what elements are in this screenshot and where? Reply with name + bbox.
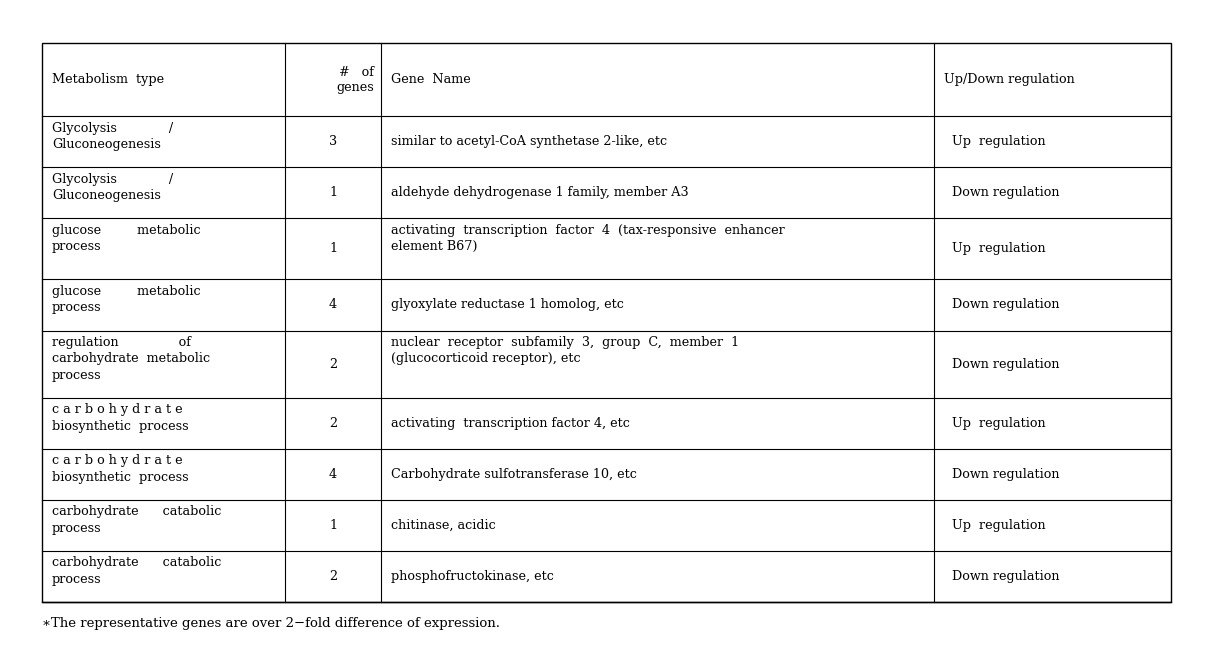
Text: carbohydrate      catabolic
process: carbohydrate catabolic process xyxy=(52,556,221,586)
Text: 4: 4 xyxy=(329,299,338,311)
Text: c a r b o h y d r a t e
biosynthetic  process: c a r b o h y d r a t e biosynthetic pro… xyxy=(52,454,189,484)
Text: #   of
genes: # of genes xyxy=(336,66,374,93)
Text: Up  regulation: Up regulation xyxy=(952,136,1045,148)
Text: glyoxylate reductase 1 homolog, etc: glyoxylate reductase 1 homolog, etc xyxy=(391,299,623,311)
Text: activating  transcription factor 4, etc: activating transcription factor 4, etc xyxy=(391,417,629,430)
Text: phosphofructokinase, etc: phosphofructokinase, etc xyxy=(391,570,554,583)
Bar xyxy=(42,43,1171,602)
Text: Down regulation: Down regulation xyxy=(952,299,1060,311)
Text: 3: 3 xyxy=(329,136,338,148)
Text: Glycolysis             /
Gluconeogenesis: Glycolysis / Gluconeogenesis xyxy=(52,172,173,202)
Text: chitinase, acidic: chitinase, acidic xyxy=(391,519,495,532)
Text: 1: 1 xyxy=(329,519,338,532)
Text: activating  transcription  factor  4  (tax-responsive  enhancer
element B67): activating transcription factor 4 (tax-r… xyxy=(391,224,784,253)
Text: nuclear  receptor  subfamily  3,  group  C,  member  1
(glucocorticoid receptor): nuclear receptor subfamily 3, group C, m… xyxy=(391,336,739,365)
Text: Up  regulation: Up regulation xyxy=(952,519,1045,532)
Text: Down regulation: Down regulation xyxy=(952,186,1060,199)
Text: regulation               of
carbohydrate  metabolic
process: regulation of carbohydrate metabolic pro… xyxy=(52,336,211,382)
Text: 1: 1 xyxy=(329,242,338,255)
Text: carbohydrate      catabolic
process: carbohydrate catabolic process xyxy=(52,505,221,535)
Text: Glycolysis             /
Gluconeogenesis: Glycolysis / Gluconeogenesis xyxy=(52,122,173,151)
Text: Gene  Name: Gene Name xyxy=(391,73,471,86)
Text: Down regulation: Down regulation xyxy=(952,570,1060,583)
Text: Down regulation: Down regulation xyxy=(952,358,1060,370)
Text: Up  regulation: Up regulation xyxy=(952,417,1045,430)
Text: aldehyde dehydrogenase 1 family, member A3: aldehyde dehydrogenase 1 family, member … xyxy=(391,186,688,199)
Text: ∗The representative genes are over 2−fold difference of expression.: ∗The representative genes are over 2−fol… xyxy=(42,617,501,630)
Text: glucose         metabolic
process: glucose metabolic process xyxy=(52,224,201,253)
Text: Up/Down regulation: Up/Down regulation xyxy=(944,73,1074,86)
Text: Up  regulation: Up regulation xyxy=(952,242,1045,255)
Text: 2: 2 xyxy=(329,358,338,370)
Text: 1: 1 xyxy=(329,186,338,199)
Text: 4: 4 xyxy=(329,468,338,481)
Text: Metabolism  type: Metabolism type xyxy=(52,73,165,86)
Text: similar to acetyl-CoA synthetase 2-like, etc: similar to acetyl-CoA synthetase 2-like,… xyxy=(391,136,667,148)
Text: 2: 2 xyxy=(329,417,338,430)
Text: Carbohydrate sulfotransferase 10, etc: Carbohydrate sulfotransferase 10, etc xyxy=(391,468,636,481)
Text: Down regulation: Down regulation xyxy=(952,468,1060,481)
Text: glucose         metabolic
process: glucose metabolic process xyxy=(52,285,201,315)
Text: 2: 2 xyxy=(329,570,338,583)
Text: c a r b o h y d r a t e
biosynthetic  process: c a r b o h y d r a t e biosynthetic pro… xyxy=(52,403,189,432)
